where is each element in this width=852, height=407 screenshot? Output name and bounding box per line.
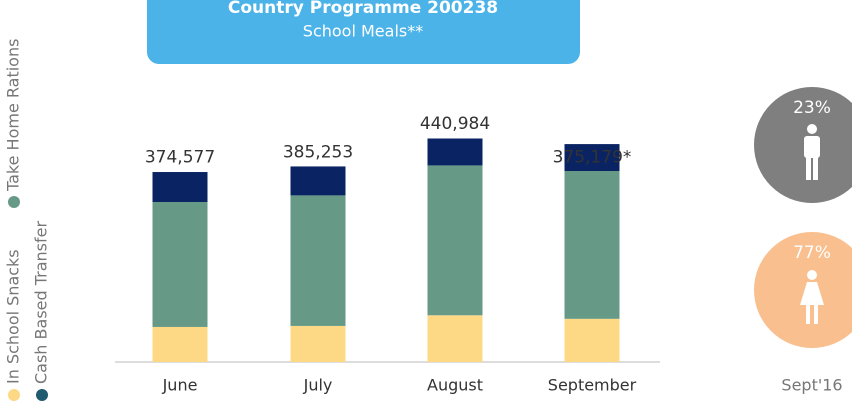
- legend-label: In School Snacks: [4, 249, 23, 384]
- header-title: Country Programme 200238: [228, 0, 498, 18]
- bar-segment: [152, 201, 208, 327]
- female-circle: [754, 232, 852, 348]
- bar-segment: [427, 315, 483, 362]
- bar-segment: [152, 326, 208, 362]
- total-label: 375,179*: [553, 147, 632, 167]
- bar-segment: [427, 138, 483, 166]
- total-label: 440,984: [420, 114, 490, 134]
- male-icon: [804, 124, 820, 180]
- header-subtitle: School Meals**: [303, 22, 423, 41]
- bar-segment: [290, 325, 346, 362]
- legend-label: Take Home Rations: [4, 39, 23, 192]
- bar-segment: [564, 171, 620, 319]
- female-share: 77%: [793, 243, 831, 263]
- bar-segment: [152, 172, 208, 202]
- total-label: 385,253: [283, 142, 353, 162]
- bar-segment: [290, 166, 346, 196]
- period-label: Sept'16: [781, 376, 842, 395]
- male-circle: [754, 87, 852, 203]
- bar-segment: [564, 144, 620, 172]
- bar-segment: [290, 195, 346, 326]
- female-icon: [800, 270, 824, 324]
- legend-dot: [36, 389, 48, 401]
- legend-dot: [8, 196, 20, 208]
- legend-dot: [8, 389, 20, 401]
- x-tick-label: August: [427, 376, 483, 395]
- bar-segment: [564, 318, 620, 362]
- x-tick-label: September: [548, 376, 637, 395]
- x-tick-label: July: [303, 376, 333, 395]
- total-label: 374,577: [145, 148, 215, 168]
- header-box: [147, 0, 580, 64]
- male-share: 23%: [793, 98, 831, 118]
- x-tick-label: June: [162, 376, 198, 395]
- bar-segment: [427, 165, 483, 316]
- legend-label: Cash Based Transfer: [32, 221, 51, 385]
- legend: In School Snacks Take Home Rations Cash Ba…: [4, 39, 51, 401]
